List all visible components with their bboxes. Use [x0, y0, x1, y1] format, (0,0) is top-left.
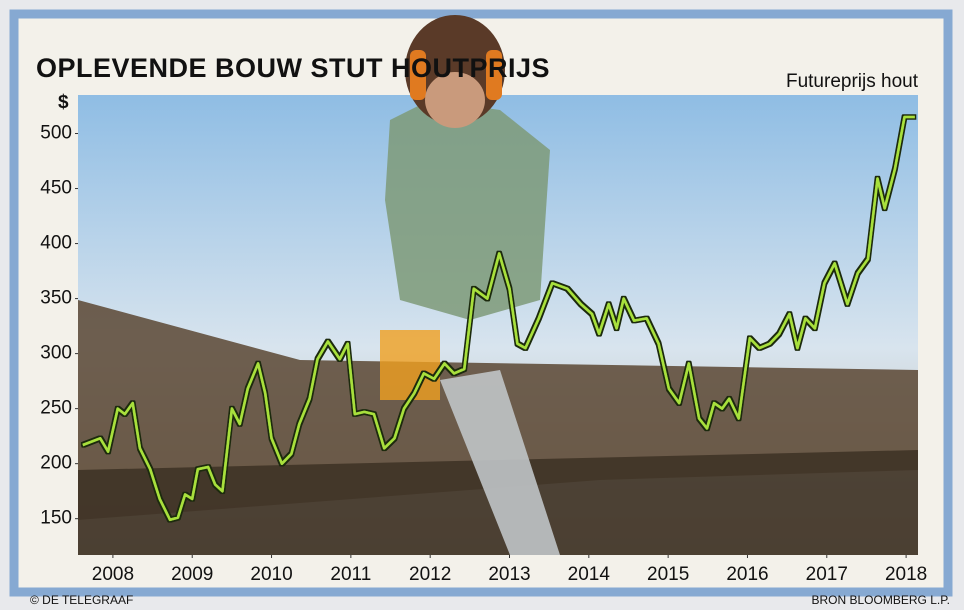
x-tick-label: 2011: [330, 564, 371, 585]
y-tick-label: 150: [40, 508, 72, 529]
y-tick-label: 500: [40, 123, 72, 144]
y-tick-label: 350: [40, 288, 72, 309]
chart-subtitle: Futureprijs hout: [786, 71, 919, 92]
x-tick-label: 2008: [92, 564, 134, 585]
x-tick-label: 2017: [806, 564, 848, 585]
x-tick-label: 2010: [250, 564, 292, 585]
x-tick-label: 2015: [647, 564, 689, 585]
x-tick-label: 2013: [488, 564, 530, 585]
x-tick-label: 2009: [171, 564, 213, 585]
x-tick-label: 2016: [726, 564, 768, 585]
y-tick-label: 400: [40, 233, 72, 254]
x-tick-label: 2014: [568, 564, 611, 585]
x-tick-label: 2012: [409, 564, 451, 585]
y-tick-label: 250: [40, 398, 72, 419]
chart: OPLEVENDE BOUW STUT HOUTPRIJS Futureprij…: [0, 0, 964, 610]
x-tick-label: 2018: [885, 564, 927, 585]
y-tick-label: 300: [40, 343, 72, 364]
y-tick-label: 450: [40, 178, 72, 199]
y-unit: $: [58, 92, 69, 113]
chart-title: OPLEVENDE BOUW STUT HOUTPRIJS: [36, 53, 550, 83]
source: BRON BLOOMBERG L.P.: [812, 593, 951, 607]
y-tick-label: 200: [40, 453, 72, 474]
credit: © DE TELEGRAAF: [30, 593, 133, 607]
